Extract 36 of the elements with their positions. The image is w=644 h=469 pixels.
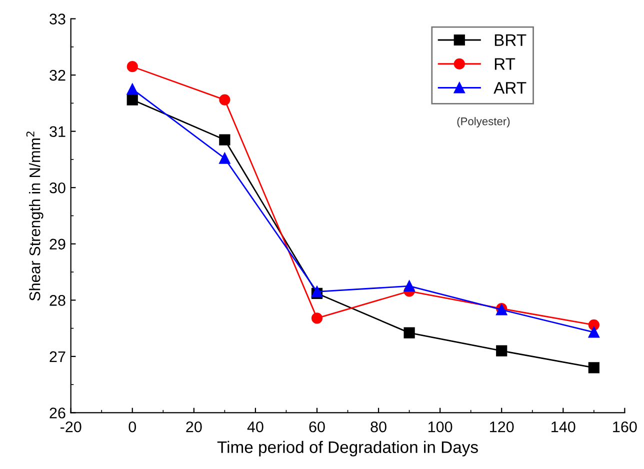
legend-label: RT <box>494 58 516 70</box>
x-tick-label: 40 <box>247 421 264 432</box>
legend-label: ART <box>494 82 526 94</box>
y-axis-title: Shear Strength in N/mm$^{2}$ <box>26 132 44 301</box>
x-tick-label: 60 <box>309 421 325 432</box>
x-tick-label: 20 <box>186 421 202 432</box>
x-tick-label: 140 <box>552 421 576 432</box>
x-tick-label: -20 <box>60 421 82 432</box>
y-tick-label: 32 <box>50 70 66 81</box>
y-tick-label: 26 <box>50 408 66 418</box>
x-tick-label: 80 <box>370 421 386 432</box>
point <box>404 280 415 292</box>
y-tick-label: 28 <box>50 295 66 306</box>
point <box>126 94 138 106</box>
x-tick-label: 0 <box>128 421 136 432</box>
y-tick-label: 27 <box>50 351 66 362</box>
point <box>588 326 600 338</box>
annotation: (Polyester) <box>457 117 510 128</box>
x-tick-label: 120 <box>490 421 514 432</box>
point <box>311 312 323 324</box>
x-tick-label: 160 <box>613 421 637 432</box>
y-tick-label: 33 <box>50 14 66 24</box>
x-axis-title: Time period of Degradation in Days <box>217 440 478 456</box>
point <box>404 327 415 338</box>
point <box>496 345 508 356</box>
point <box>219 94 230 106</box>
x-tick-label: 100 <box>428 421 452 432</box>
legend-label: BRT <box>494 34 526 46</box>
point <box>126 84 138 95</box>
y-tick-label: 29 <box>50 238 66 250</box>
y-tick-label: 30 <box>50 182 66 194</box>
point <box>219 152 230 164</box>
point <box>219 134 230 146</box>
y-tick-label: 31 <box>50 126 66 138</box>
point <box>588 362 600 374</box>
point <box>126 61 138 72</box>
